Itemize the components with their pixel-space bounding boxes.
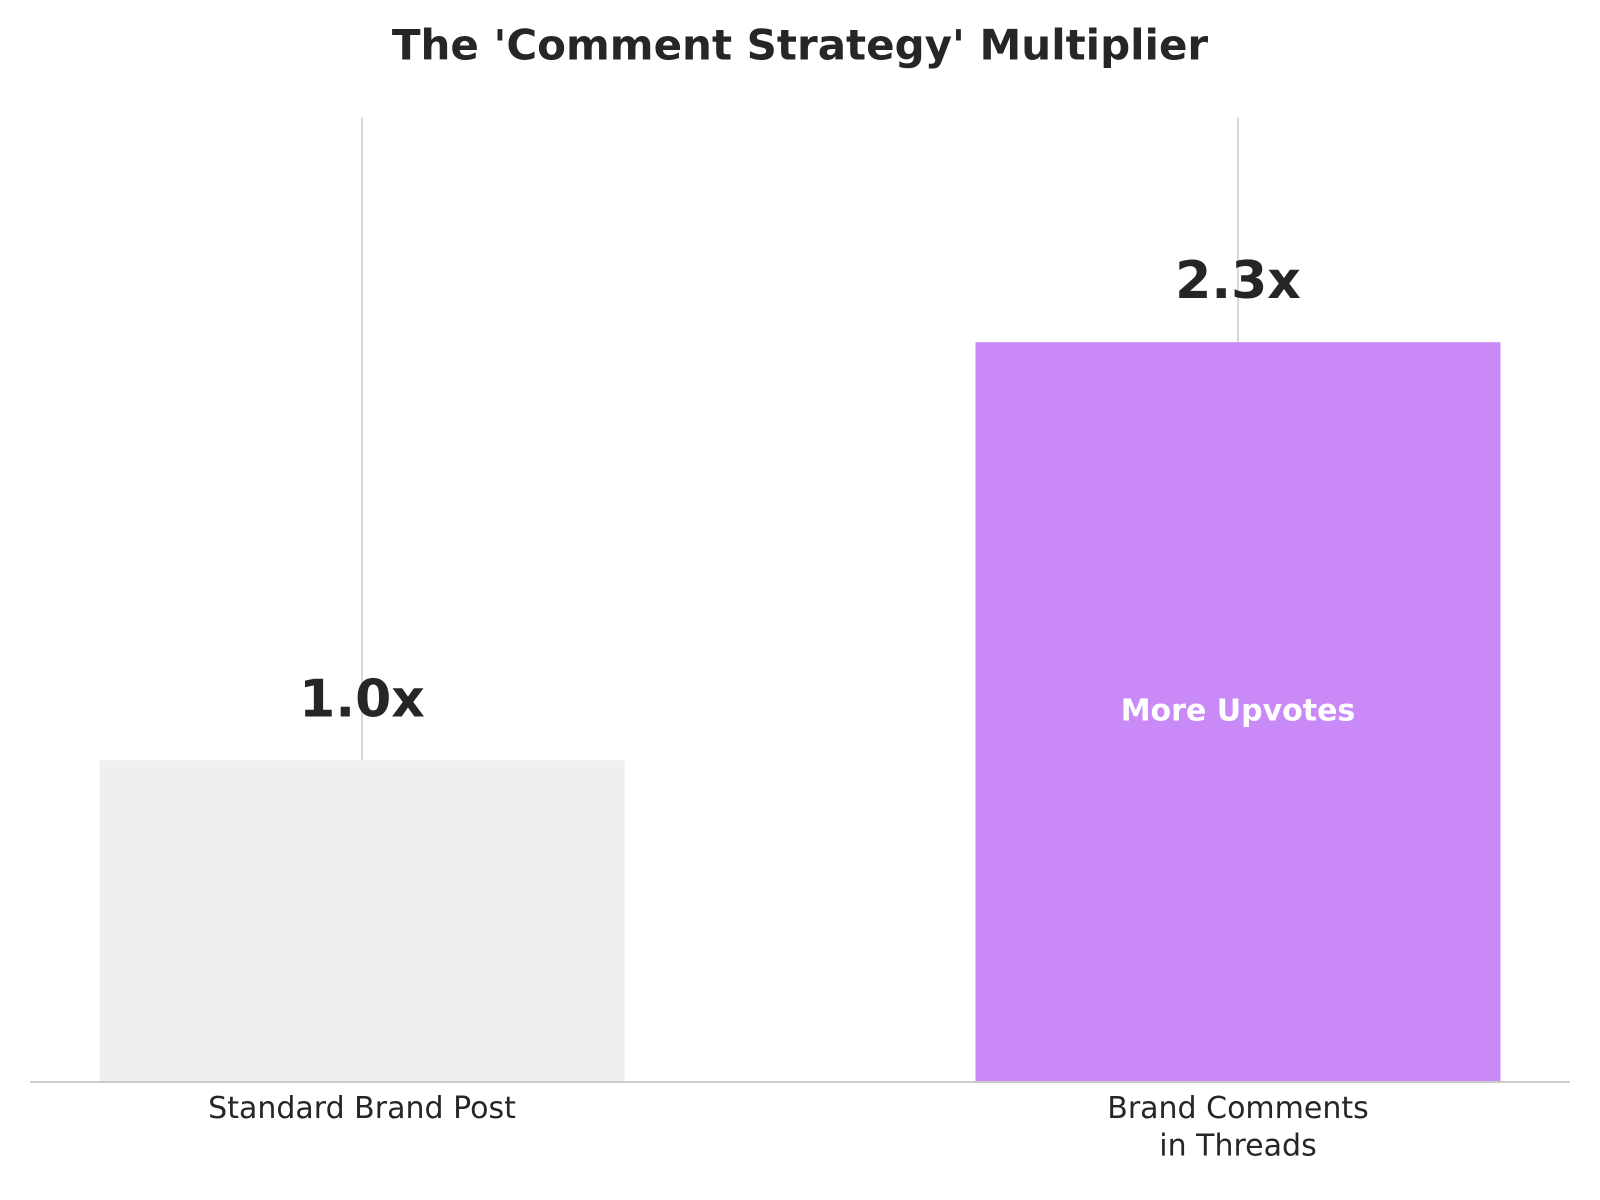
bar — [99, 760, 625, 1082]
inner-label: More Upvotes — [1121, 694, 1356, 729]
x-tick-label: Standard Brand Post — [208, 1091, 516, 1126]
value-label: 2.3x — [1175, 251, 1301, 311]
x-tick-label: Brand Comments in Threads — [1107, 1091, 1369, 1164]
bar — [975, 342, 1501, 1083]
value-label: 1.0x — [299, 669, 425, 729]
chart-title: The 'Comment Strategy' Multiplier — [392, 21, 1209, 70]
